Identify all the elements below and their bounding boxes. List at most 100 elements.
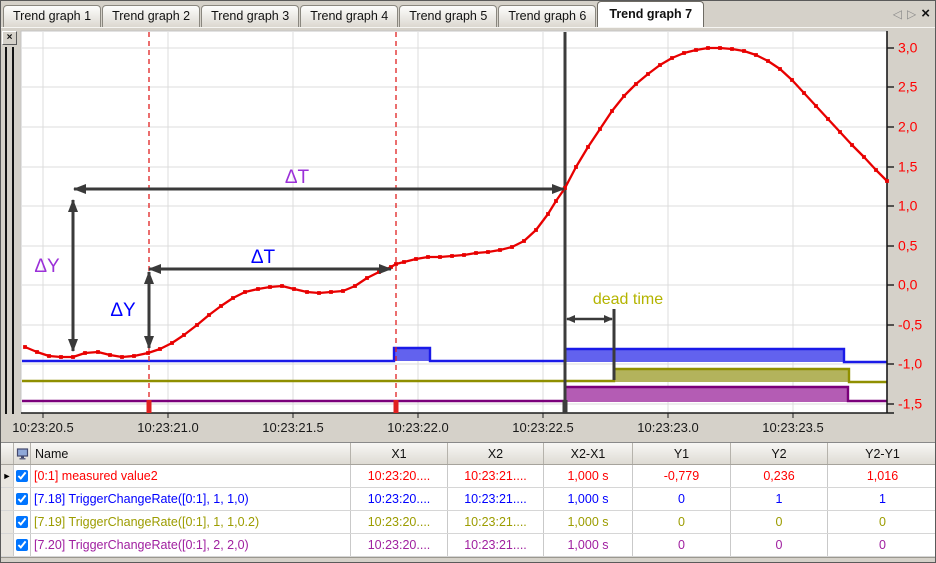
tab-trend-graph-7[interactable]: Trend graph 7	[597, 1, 705, 27]
curve-marker	[610, 109, 614, 113]
delta-y-outer-label: ΔY	[34, 256, 60, 277]
cell-y2-y1: 0	[879, 515, 886, 529]
tab-trend-graph-2[interactable]: Trend graph 2	[102, 5, 201, 27]
tab-trend-graph-3[interactable]: Trend graph 3	[201, 5, 300, 27]
vertical-range-slider[interactable]	[5, 47, 14, 414]
table-row-2[interactable]: [7.19] TriggerChangeRate([0:1], 1, 1,0.2…	[1, 511, 935, 534]
curve-marker	[120, 355, 124, 359]
curve-marker	[23, 345, 27, 349]
measure-cursor-axis-mark[interactable]	[562, 400, 568, 413]
curve-marker	[71, 355, 75, 359]
x2-cursor-line-axis-mark[interactable]	[393, 400, 399, 413]
curve-marker	[706, 46, 710, 50]
tab-trend-graph-4[interactable]: Trend graph 4	[300, 5, 399, 27]
bottom-strip	[1, 557, 935, 562]
x-tick-label: 10:23:22.0	[387, 420, 448, 435]
cell-x2: 10:23:21....	[448, 465, 544, 487]
cell-y2: 0	[731, 534, 828, 556]
visibility-column-header[interactable]	[14, 443, 31, 464]
row-selector[interactable]	[1, 511, 14, 533]
signal-visible-checkbox[interactable]	[16, 516, 28, 528]
row-checkbox-cell	[14, 511, 31, 533]
triggerchangerate-7-18-signal[interactable]	[22, 346, 887, 364]
cell-y2-y1: 1	[879, 492, 886, 506]
row-selector[interactable]: ►	[1, 465, 14, 487]
column-header-y2-y1[interactable]: Y2-Y1	[865, 446, 900, 461]
curve-marker	[219, 304, 223, 308]
curve-marker	[377, 270, 381, 274]
curve-marker	[874, 168, 878, 172]
y-tick-label: -1,5	[898, 396, 922, 412]
curve-marker	[778, 67, 782, 71]
table-header-row: Name X1 X2 X2-X1 Y1 Y2 Y2-Y1	[1, 443, 935, 465]
curve-marker	[634, 82, 638, 86]
curve-marker	[426, 255, 430, 259]
curve-marker	[243, 290, 247, 294]
curve-marker	[622, 94, 626, 98]
curve-marker	[670, 56, 674, 60]
curve-marker	[486, 250, 490, 254]
curve-marker	[450, 254, 454, 258]
triggerchangerate-7-20-signal[interactable]	[22, 385, 887, 403]
curve-marker	[814, 104, 818, 108]
measured-value2-curve[interactable]	[24, 46, 888, 359]
curve-marker	[170, 341, 174, 345]
curve-marker	[658, 63, 662, 67]
signal-visible-checkbox[interactable]	[16, 470, 28, 482]
x-tick-label: 10:23:20.5	[12, 420, 73, 435]
curve-marker	[754, 53, 758, 57]
scroll-tabs-left-icon[interactable]: ◁	[892, 7, 902, 21]
curve-marker	[718, 46, 722, 50]
cell-y1: 0	[633, 488, 731, 510]
row-checkbox-cell	[14, 465, 31, 487]
signal-visible-checkbox[interactable]	[16, 539, 28, 551]
chart-region: 10:23:20.5 10:23:21.0 10:23:21.5 10:23:22.0…	[1, 28, 935, 442]
column-header-name[interactable]: Name	[31, 443, 351, 464]
digital-pulse-fill	[614, 370, 849, 382]
curve-marker	[694, 48, 698, 52]
curve-marker	[268, 285, 272, 289]
digital-pulse-fill	[565, 349, 844, 362]
curve-marker	[414, 257, 418, 261]
delta-t-inner-label: ΔT	[251, 247, 276, 268]
table-row-3[interactable]: [7.20] TriggerChangeRate([0:1], 2, 2,0) 1…	[1, 534, 935, 557]
cell-x2-x1: 1,000 s	[544, 488, 633, 510]
tab-trend-graph-1[interactable]: Trend graph 1	[3, 5, 102, 27]
column-header-x2-x1[interactable]: X2-X1	[544, 443, 633, 464]
row-selector[interactable]	[1, 534, 14, 556]
trend-chart: 10:23:20.5 10:23:21.0 10:23:21.5 10:23:22.0…	[12, 30, 922, 435]
cell-y2-y1: 1,016	[866, 469, 899, 483]
curve-marker	[742, 49, 746, 53]
curve-marker	[35, 350, 39, 354]
curve-marker	[329, 290, 333, 294]
column-header-x2[interactable]: X2	[448, 443, 544, 464]
triggerchangerate-7-19-signal[interactable]	[22, 367, 887, 384]
curve-marker	[598, 127, 602, 131]
curve-marker	[365, 276, 369, 280]
x-tick-label: 10:23:22.5	[512, 420, 573, 435]
curve-marker	[862, 155, 866, 159]
cell-x1: 10:23:20....	[351, 534, 448, 556]
y-tick-label: 3,0	[898, 40, 918, 56]
y-tick-label: -1,0	[898, 356, 922, 372]
y-tick-label: -0,5	[898, 317, 922, 333]
close-tab-icon[interactable]: ×	[921, 5, 930, 22]
curve-marker	[182, 333, 186, 337]
tab-trend-graph-5[interactable]: Trend graph 5	[399, 5, 498, 27]
column-header-y2[interactable]: Y2	[731, 443, 828, 464]
scroll-tabs-right-icon[interactable]: ▷	[907, 7, 917, 21]
row-selector[interactable]	[1, 488, 14, 510]
table-row-1[interactable]: [7.18] TriggerChangeRate([0:1], 1, 1,0) 1…	[1, 488, 935, 511]
x-tick-label: 10:23:23.5	[762, 420, 823, 435]
x1-cursor-line-axis-mark[interactable]	[146, 400, 152, 413]
column-header-x1[interactable]: X1	[351, 443, 448, 464]
marker-close-button[interactable]: ×	[2, 31, 17, 45]
cell-y1: 0	[633, 511, 731, 533]
tab-trend-graph-6[interactable]: Trend graph 6	[498, 5, 597, 27]
y-tick-label: 1,5	[898, 159, 918, 175]
column-header-y1[interactable]: Y1	[633, 443, 731, 464]
table-row-0[interactable]: ► [0:1] measured value2 10:23:20.... 10:23:…	[1, 465, 935, 488]
cell-y2: 0	[731, 511, 828, 533]
signal-visible-checkbox[interactable]	[16, 493, 28, 505]
